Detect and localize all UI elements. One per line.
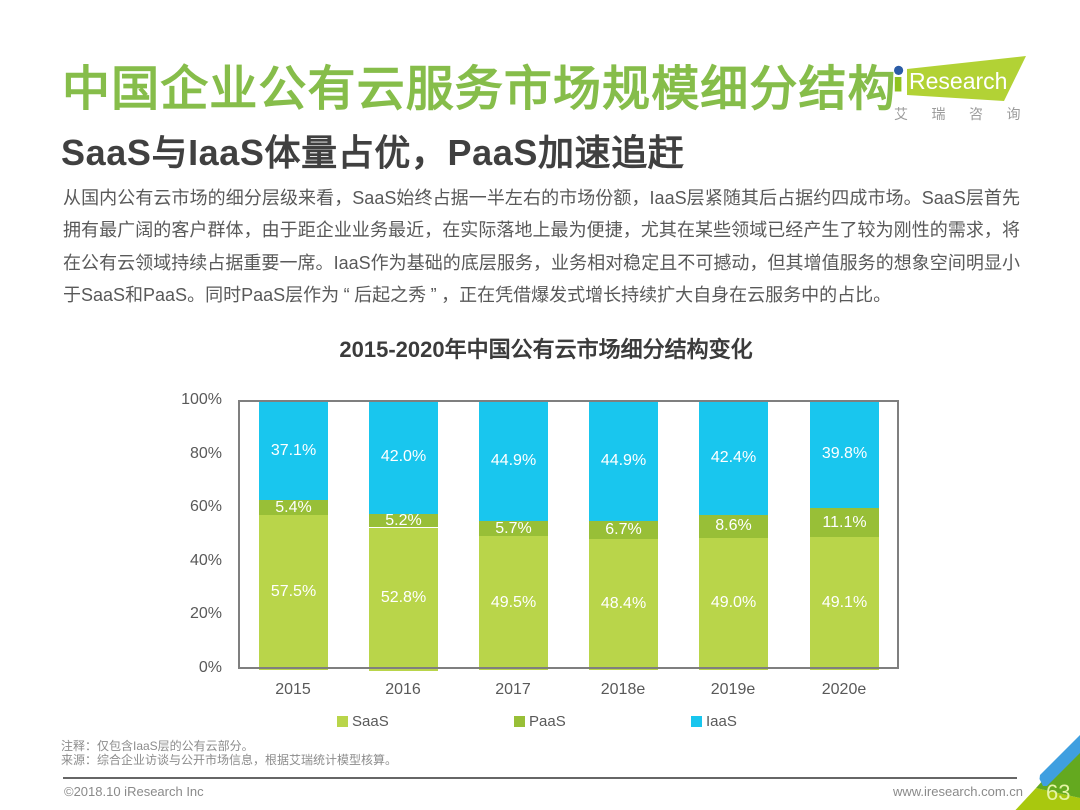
svg-text:Research: Research bbox=[909, 68, 1007, 94]
svg-text:艾瑞咨询: 艾瑞咨询 bbox=[894, 106, 1038, 122]
svg-text:63: 63 bbox=[1046, 780, 1070, 805]
